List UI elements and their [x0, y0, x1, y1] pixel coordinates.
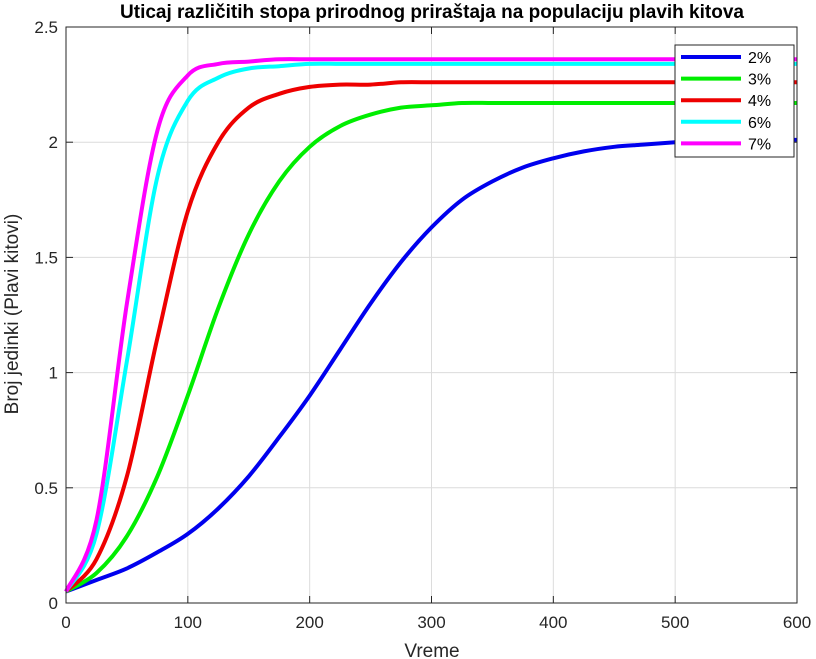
y-tick-label: 1.5	[34, 248, 58, 267]
x-tick-label: 400	[539, 613, 567, 632]
y-tick-label: 1	[49, 364, 58, 383]
y-tick-label: 2	[49, 133, 58, 152]
x-tick-label: 600	[783, 613, 811, 632]
legend-label: 4%	[748, 93, 771, 110]
x-tick-label: 500	[661, 613, 689, 632]
x-axis-label: Vreme	[404, 641, 459, 659]
legend-label: 6%	[748, 115, 771, 132]
legend: 2% 3% 4% 6% 7%	[674, 44, 795, 158]
x-tick-label: 100	[174, 613, 202, 632]
x-tick-label: 200	[295, 613, 323, 632]
y-tick-label: 0.5	[34, 479, 58, 498]
chart-title: Uticaj različitih stopa prirodnog priraš…	[120, 2, 744, 23]
series-line-3	[64, 61, 797, 593]
legend-label: 2%	[748, 50, 771, 67]
legend-label: 3%	[748, 72, 771, 89]
y-axis-label: Broj jedinki (Plavi kitovi)	[2, 214, 23, 415]
x-tick-label: 0	[61, 613, 70, 632]
y-tick-label: 2.5	[34, 18, 58, 37]
series-line-4	[64, 57, 798, 593]
y-tick-label: 0	[49, 594, 58, 613]
x-tick-label: 300	[417, 613, 445, 632]
axis-ticks: 0 100 200 300 400 500 600 0 0.5 1 1.5 2 2.5	[34, 18, 811, 632]
legend-label: 7%	[748, 136, 771, 153]
series-line-2	[64, 80, 797, 593]
